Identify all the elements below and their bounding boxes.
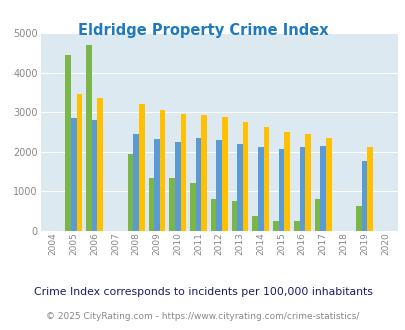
Bar [293,221,299,231]
Bar [325,138,331,231]
Bar [86,45,92,231]
Bar [190,183,195,231]
Bar [216,140,222,231]
Text: © 2025 CityRating.com - https://www.cityrating.com/crime-statistics/: © 2025 CityRating.com - https://www.city… [46,312,359,321]
Bar [133,134,139,231]
Bar [257,148,263,231]
Text: Eldridge Property Crime Index: Eldridge Property Crime Index [77,23,328,38]
Bar [154,139,159,231]
Bar [97,98,103,231]
Bar [71,118,77,231]
Bar [175,142,180,231]
Bar [92,120,97,231]
Bar [195,138,201,231]
Bar [305,134,310,231]
Bar [128,154,133,231]
Bar [278,148,284,231]
Bar [231,201,237,231]
Bar [242,122,248,231]
Bar [367,147,372,231]
Bar [355,207,361,231]
Bar [361,161,367,231]
Bar [159,110,165,231]
Bar [222,116,227,231]
Bar [299,148,305,231]
Bar [169,178,175,231]
Bar [252,216,257,231]
Bar [314,199,320,231]
Bar [284,132,289,231]
Bar [77,94,82,231]
Bar [263,127,269,231]
Bar [65,55,71,231]
Text: Crime Index corresponds to incidents per 100,000 inhabitants: Crime Index corresponds to incidents per… [34,287,371,297]
Bar [201,115,207,231]
Bar [180,114,185,231]
Bar [139,104,144,231]
Bar [210,199,216,231]
Bar [148,178,154,231]
Bar [237,144,242,231]
Bar [273,221,278,231]
Bar [320,146,325,231]
